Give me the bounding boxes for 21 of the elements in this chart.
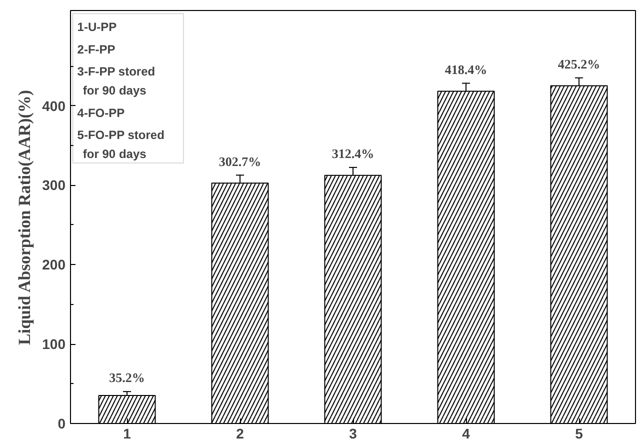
y-tick-label: 400 xyxy=(42,98,66,114)
data-label: 425.2% xyxy=(558,56,600,72)
data-label: 418.4% xyxy=(444,62,488,77)
y-tick-label: 100 xyxy=(42,336,66,352)
annotation: 1-U-PP xyxy=(77,20,117,34)
data-label: 35.2% xyxy=(109,370,145,386)
annotation: 2-F-PP xyxy=(77,42,116,56)
annotation: 5-FO-PP stored for 90 days xyxy=(77,128,164,162)
x-tick-label: 5 xyxy=(575,426,584,441)
data-label: 302.7% xyxy=(218,154,262,169)
x-tick-label: 1 xyxy=(123,426,132,441)
x-tick-label: 3 xyxy=(349,426,358,441)
annotation: 4-FO-PP xyxy=(77,106,125,120)
y-tick-label: 0 xyxy=(58,416,66,432)
x-tick-label: 2 xyxy=(236,426,244,441)
y-axis-title: Liquid Absorption Ratio(AAR)(%) xyxy=(15,90,34,345)
y-tick-label: 200 xyxy=(42,256,66,273)
data-label: 312.4% xyxy=(332,146,374,162)
x-tick-label: 4 xyxy=(462,426,470,441)
y-tick-label: 300 xyxy=(42,177,66,194)
annotation: 3-F-PP stored for 90 days xyxy=(77,64,156,98)
